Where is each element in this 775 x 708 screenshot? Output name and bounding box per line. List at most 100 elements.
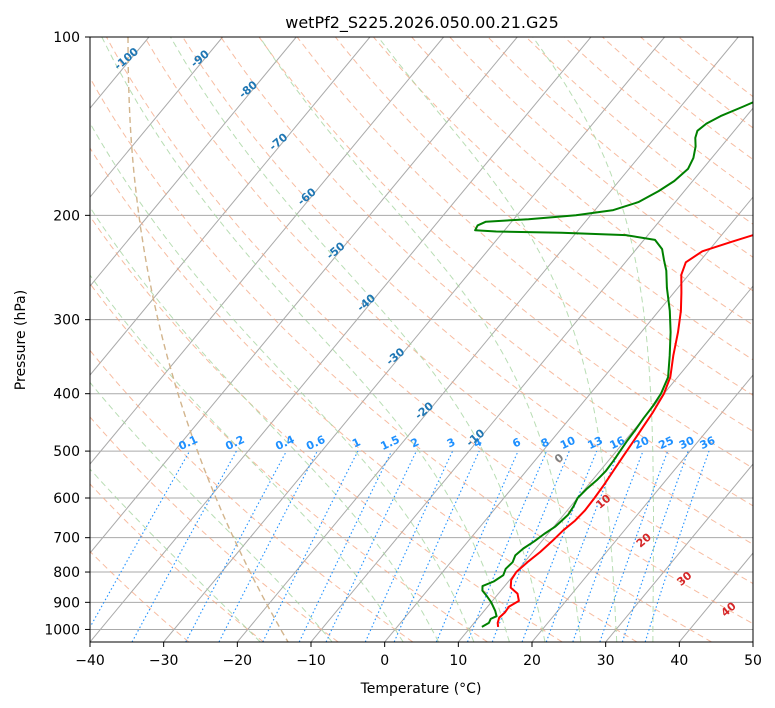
x-tick-label: 40 <box>670 653 688 669</box>
dry-adiabat-line <box>334 37 753 396</box>
mixing-ratio-label: 10 <box>558 434 578 452</box>
mixing-ratio-label: 0.1 <box>177 433 200 453</box>
temperature-profile-line <box>496 234 753 627</box>
isotherm-line <box>605 463 753 642</box>
isotherm-line <box>384 196 753 642</box>
y-axis-label: Pressure (hPa) <box>13 290 29 390</box>
dry-adiabat-line <box>90 416 339 642</box>
x-tick-label: −20 <box>223 653 253 669</box>
y-tick-label: 600 <box>53 491 80 507</box>
mixing-ratio-line <box>466 450 548 642</box>
dry-adiabat-line <box>90 147 638 642</box>
y-tick-label: 100 <box>53 30 80 46</box>
mixing-ratio-line <box>90 450 191 629</box>
isotherm-line <box>90 37 444 465</box>
mixing-ratio-label: 1.5 <box>379 433 402 453</box>
mixing-ratio-label: 20 <box>632 434 652 452</box>
mixing-ratio-label: 16 <box>608 434 628 452</box>
mixing-ratio-line <box>262 450 359 642</box>
chart-title: wetPf2_S225.2026.050.00.21.G25 <box>285 13 559 33</box>
mixing-ratio-line <box>435 450 519 642</box>
dry-adiabat-line <box>105 37 753 625</box>
isotherm-label: -70 <box>267 130 291 153</box>
isotherm-line <box>531 374 753 642</box>
dry-adiabat-line <box>563 37 753 193</box>
isotherm-line <box>457 285 753 642</box>
y-tick-label: 400 <box>53 387 80 403</box>
y-tick-label: 800 <box>53 565 80 581</box>
mixing-ratio-line <box>298 450 393 642</box>
y-tick-label: 1000 <box>44 622 80 638</box>
moist-adiabat-line <box>90 381 333 642</box>
x-axis: −40 −30 −20 −10 0 10 20 30 40 50 <box>75 642 762 669</box>
y-axis: 100 200 300 400 500 600 700 800 900 1000 <box>44 30 90 638</box>
dry-adiabat-line <box>639 37 753 129</box>
x-tick-label: 0 <box>380 653 389 669</box>
moist-adiabat-line <box>90 122 475 642</box>
isotherm-line <box>90 37 592 642</box>
mixing-ratio-line <box>545 450 620 642</box>
isotherm-line <box>90 37 371 376</box>
isotherm-line <box>0 37 75 642</box>
x-tick-label: 50 <box>744 653 762 669</box>
moist-adiabat-line <box>90 206 439 642</box>
mixing-ratio-label: 3 <box>445 435 457 450</box>
isotherm-line <box>236 37 739 642</box>
dry-adiabat-line <box>90 349 414 642</box>
mixing-ratio-line <box>599 450 669 642</box>
dewpoint-profile-line <box>474 101 753 628</box>
dry-adiabat-line <box>449 37 753 292</box>
mixing-ratio-label: 6 <box>510 435 523 450</box>
isotherm-label: -80 <box>236 78 260 101</box>
isotherm-line <box>0 37 2 642</box>
dry-adiabat-line <box>296 37 753 432</box>
x-tick-label: −40 <box>75 653 105 669</box>
isotherm-line <box>90 37 297 287</box>
x-tick-label: −30 <box>149 653 179 669</box>
x-axis-label: Temperature (°C) <box>360 681 482 697</box>
isotherm-label: -10 <box>464 426 488 449</box>
x-tick-label: 20 <box>523 653 541 669</box>
moist-adiabat-line <box>259 37 582 642</box>
y-tick-label: 500 <box>53 444 80 460</box>
isotherm-line <box>752 641 753 642</box>
isotherm-label: -100 <box>112 45 142 73</box>
dry-adiabat-line <box>677 37 753 98</box>
mixing-ratio-line <box>185 450 287 642</box>
isotherm-line <box>163 37 665 642</box>
isotherm-line <box>310 107 753 642</box>
y-tick-label: 900 <box>53 595 80 611</box>
mixing-ratio-label: 25 <box>657 434 676 452</box>
moist-adiabat-line <box>532 37 654 642</box>
dry-adiabat-line <box>90 215 563 642</box>
label-layer: 0.1 0.2 0.4 0.6 1 1.5 2 3 4 6 8 10 13 16 20 25 30 36-100-… <box>112 45 739 620</box>
dry-adiabat-line <box>601 37 753 161</box>
mixing-ratio-line <box>131 450 237 642</box>
moist-adiabat-line <box>90 274 404 642</box>
x-tick-label: 10 <box>449 653 467 669</box>
x-tick-label: 30 <box>597 653 615 669</box>
isotherm-line <box>90 37 223 198</box>
dry-adiabat-line <box>90 76 712 642</box>
isotherm-line <box>678 552 753 642</box>
isotherm-line <box>90 37 518 554</box>
mixing-ratio-label: 30 <box>677 434 697 452</box>
mixing-ratio-label: 0.4 <box>273 433 296 453</box>
mixing-ratio-line <box>393 450 480 642</box>
mixing-ratio-line <box>644 450 710 642</box>
isotherm-label: -40 <box>355 291 379 314</box>
x-tick-label: −10 <box>296 653 326 669</box>
mixing-ratio-line <box>521 450 598 642</box>
dry-adiabat-line <box>372 37 753 361</box>
mixing-ratio-line <box>621 450 689 642</box>
dry-adiabat-line <box>90 282 488 642</box>
mixing-ratio-label: 36 <box>698 434 718 452</box>
isotherm-label: -60 <box>295 185 319 208</box>
dry-adiabat-line <box>182 37 753 545</box>
moist-adiabat-line <box>101 37 510 642</box>
y-tick-label: 300 <box>53 313 80 329</box>
dry-adiabat-line <box>220 37 753 507</box>
dry-adiabat-line <box>90 483 264 642</box>
y-tick-label: 200 <box>53 208 80 224</box>
dry-adiabat-line <box>143 37 753 585</box>
